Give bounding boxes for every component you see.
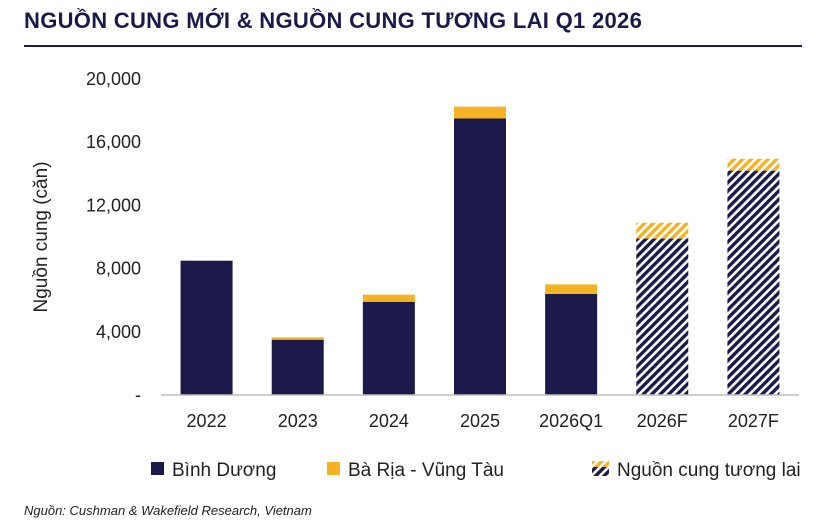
bar-2025-ba-ria bbox=[454, 106, 506, 119]
legend-swatch-future-bottom bbox=[592, 467, 609, 476]
legend-swatch-ba-ria bbox=[327, 462, 340, 475]
y-tick-label: - bbox=[135, 385, 141, 405]
bar-2022-binh-duong bbox=[180, 260, 233, 395]
bar-2026q1-binh-duong bbox=[545, 293, 598, 395]
legend-item-future-supply: Nguồn cung tương lai bbox=[592, 460, 801, 481]
x-tick-label: 2024 bbox=[369, 411, 409, 431]
bar-2027f-ba-ria bbox=[727, 158, 780, 171]
bar-2025-binh-duong bbox=[454, 118, 506, 395]
chart-title: NGUỒN CUNG MỚI & NGUỒN CUNG TƯƠNG LAI Q1… bbox=[24, 8, 643, 33]
bar-2024-binh-duong bbox=[362, 301, 415, 395]
x-tick-label: 2027F bbox=[728, 411, 779, 431]
x-tick-label: 2023 bbox=[278, 411, 318, 431]
legend-swatch-binh-duong bbox=[151, 462, 164, 475]
y-tick-label: 8,000 bbox=[96, 259, 141, 279]
chart-area: Nguồn cung (căn) - 4,000 8,000 12,000 16,000… bbox=[31, 69, 801, 481]
legend: Bình Dương Bà Rịa - Vũng Tàu Nguồn cung … bbox=[151, 460, 801, 481]
y-tick-label: 20,000 bbox=[86, 69, 141, 89]
y-tick-label: 16,000 bbox=[86, 132, 141, 152]
y-tick-label: 12,000 bbox=[86, 195, 141, 215]
legend-item-binh-duong: Bình Dương bbox=[151, 460, 276, 481]
y-axis-label: Nguồn cung (căn) bbox=[31, 161, 52, 312]
bar-2023-ba-ria bbox=[271, 337, 324, 340]
legend-label-future-supply: Nguồn cung tương lai bbox=[617, 460, 801, 481]
legend-label-ba-ria: Bà Rịa - Vũng Tàu bbox=[348, 460, 504, 481]
y-axis-ticks: - 4,000 8,000 12,000 16,000 20,000 bbox=[86, 69, 141, 405]
source-note: Nguồn: Cushman & Wakefield Research, Vie… bbox=[24, 503, 312, 518]
bar-2023-binh-duong bbox=[271, 339, 324, 395]
bar-2027f-binh-duong bbox=[727, 170, 780, 395]
x-tick-label: 2022 bbox=[187, 411, 227, 431]
x-axis-ticks: 2022 2023 2024 2025 2026Q1 2026F 2027F bbox=[187, 411, 779, 431]
x-tick-label: 2026Q1 bbox=[539, 411, 603, 431]
x-tick-label: 2026F bbox=[637, 411, 688, 431]
title-divider bbox=[24, 45, 802, 47]
bars bbox=[180, 106, 780, 395]
bar-2024-ba-ria bbox=[362, 294, 415, 302]
bar-2026q1-ba-ria bbox=[545, 284, 598, 294]
bar-2026f-binh-duong bbox=[636, 238, 689, 395]
bar-2026f-ba-ria bbox=[636, 222, 689, 239]
legend-swatch-future-top bbox=[592, 461, 609, 467]
y-tick-label: 4,000 bbox=[96, 322, 141, 342]
legend-label-binh-duong: Bình Dương bbox=[172, 460, 276, 481]
legend-item-ba-ria: Bà Rịa - Vũng Tàu bbox=[327, 460, 504, 481]
x-tick-label: 2025 bbox=[460, 411, 500, 431]
